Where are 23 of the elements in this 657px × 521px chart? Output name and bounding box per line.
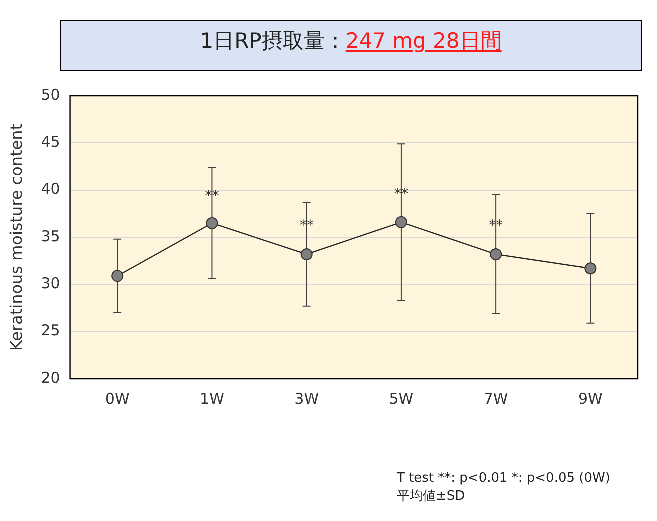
point (584, 262, 597, 275)
x-tick-label: 5W (389, 390, 414, 408)
y-tick-label: 45 (41, 133, 60, 152)
y-tick-label: 40 (41, 180, 60, 198)
point (206, 217, 218, 230)
point (395, 216, 408, 228)
point (300, 248, 313, 260)
text: 平均値±SD (397, 488, 466, 506)
x-tick-label: 3W (294, 390, 320, 408)
x-tick-label: 0W (105, 390, 130, 408)
point (112, 270, 124, 282)
x-tick-label: 1W (200, 390, 225, 408)
point (490, 248, 502, 260)
y-tick-label: 20 (41, 368, 60, 387)
x-tick-label: 9W (578, 390, 604, 408)
chart-title: 1日RP摂取量：247 mg 28日間 (200, 29, 502, 53)
y-tick-label: 35 (41, 227, 60, 246)
y-tick-label: 50 (41, 86, 60, 104)
text: T test **: p<0.01 *: p<0.05 (0W) (397, 470, 610, 488)
y-axis-title: Keratinous moisture content (6, 124, 26, 352)
y-tick-label: 30 (41, 274, 60, 293)
y-tick-label: 25 (41, 322, 60, 340)
x-tick-label: 7W (484, 390, 508, 408)
